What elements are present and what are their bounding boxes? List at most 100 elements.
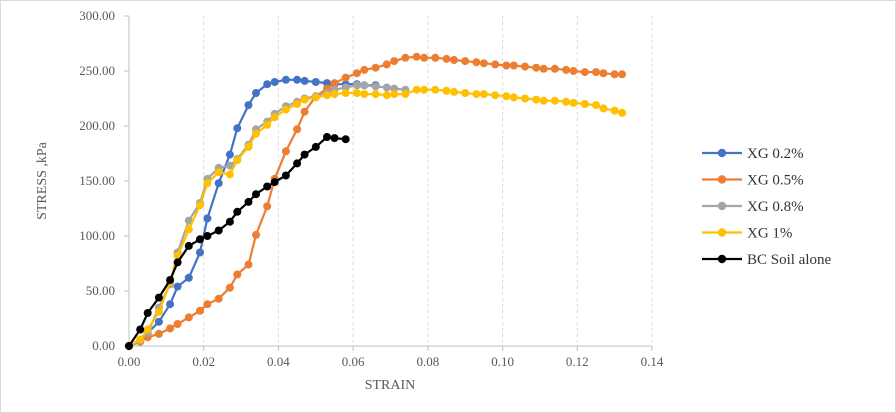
- data-point: [323, 79, 331, 88]
- data-point: [270, 78, 279, 86]
- data-point: [550, 64, 559, 73]
- data-point: [330, 79, 339, 88]
- x-tick-label: 0.08: [416, 354, 439, 369]
- data-point: [166, 276, 175, 284]
- data-point: [244, 197, 253, 206]
- series-xg-0-2-: [125, 75, 380, 350]
- data-point: [270, 178, 279, 187]
- legend-label: BC Soil alone: [747, 252, 832, 268]
- data-point: [252, 230, 260, 239]
- data-point: [352, 89, 361, 97]
- data-point: [442, 86, 451, 95]
- data-point: [502, 92, 511, 101]
- y-tick-label: 250.00: [79, 63, 115, 78]
- data-point: [233, 270, 242, 279]
- data-point: [341, 73, 350, 82]
- data-point: [569, 67, 578, 75]
- data-point: [281, 75, 290, 84]
- y-tick-label: 150.00: [79, 173, 115, 188]
- series-bc-soil-alone: [125, 133, 350, 350]
- data-point: [550, 96, 559, 105]
- data-point: [203, 214, 212, 223]
- data-point: [401, 53, 410, 62]
- data-point: [225, 170, 234, 179]
- legend-item: XG 0.5%: [702, 173, 804, 189]
- data-point: [599, 104, 608, 113]
- y-tick-label: 200.00: [79, 118, 115, 133]
- data-point: [143, 309, 152, 317]
- x-tick-label: 0.02: [192, 354, 215, 369]
- data-point: [196, 306, 204, 315]
- data-point: [300, 76, 309, 85]
- data-point: [323, 133, 331, 141]
- data-point: [173, 258, 182, 267]
- data-point: [539, 96, 548, 105]
- data-point: [509, 61, 518, 70]
- data-point: [293, 159, 302, 168]
- data-point: [420, 85, 429, 94]
- y-tick-label: 50.00: [86, 283, 115, 298]
- data-point: [390, 90, 399, 99]
- data-point: [360, 65, 369, 74]
- data-point: [401, 90, 410, 99]
- data-point: [281, 171, 290, 180]
- data-point: [569, 98, 578, 107]
- legend: XG 0.2% XG 0.5% XG 0.8% XG 1% BC Soil alone: [702, 146, 832, 268]
- data-point: [281, 147, 290, 156]
- data-point: [270, 113, 279, 122]
- data-point: [431, 85, 440, 94]
- legend-item: XG 0.2%: [702, 146, 804, 162]
- data-point: [214, 168, 223, 177]
- data-point: [173, 320, 182, 328]
- data-point: [330, 134, 339, 143]
- data-point: [225, 283, 234, 292]
- data-point: [184, 241, 193, 250]
- plot-series: [125, 52, 627, 350]
- data-point: [300, 95, 309, 104]
- data-point: [491, 60, 500, 69]
- data-point: [532, 95, 541, 104]
- data-point: [311, 142, 320, 151]
- data-point: [562, 65, 571, 74]
- data-point: [592, 68, 600, 77]
- data-point: [203, 300, 212, 309]
- data-point: [214, 294, 223, 303]
- data-point: [420, 53, 429, 62]
- data-point: [281, 105, 290, 114]
- data-point: [154, 317, 163, 326]
- data-point: [450, 87, 458, 96]
- x-tick-label: 0.14: [641, 354, 664, 369]
- data-point: [203, 179, 212, 188]
- data-point: [371, 82, 380, 91]
- legend-label: XG 0.2%: [747, 146, 804, 162]
- data-point: [371, 90, 380, 99]
- series-xg-1-: [125, 85, 627, 350]
- data-point: [184, 313, 193, 322]
- data-point: [263, 120, 272, 129]
- data-point: [521, 94, 529, 103]
- data-point: [479, 90, 488, 99]
- data-point: [300, 150, 309, 159]
- data-point: [592, 101, 600, 110]
- data-point: [311, 78, 320, 86]
- data-point: [532, 63, 541, 72]
- legend-label: XG 0.5%: [747, 173, 804, 189]
- data-point: [341, 89, 350, 97]
- data-point: [371, 63, 380, 72]
- data-point: [173, 282, 182, 291]
- data-point: [521, 62, 529, 71]
- data-point: [263, 202, 272, 211]
- data-point: [382, 91, 391, 100]
- data-point: [252, 190, 260, 199]
- legend-swatch-marker: [717, 148, 727, 158]
- data-point: [166, 324, 175, 333]
- data-point: [293, 100, 302, 108]
- x-axis-label: STRAIN: [365, 378, 416, 393]
- data-point: [252, 129, 260, 138]
- data-point: [539, 64, 548, 73]
- data-point: [233, 124, 242, 133]
- data-point: [166, 300, 175, 309]
- legend-swatch-marker: [717, 201, 727, 211]
- data-point: [244, 101, 253, 110]
- data-point: [154, 329, 163, 338]
